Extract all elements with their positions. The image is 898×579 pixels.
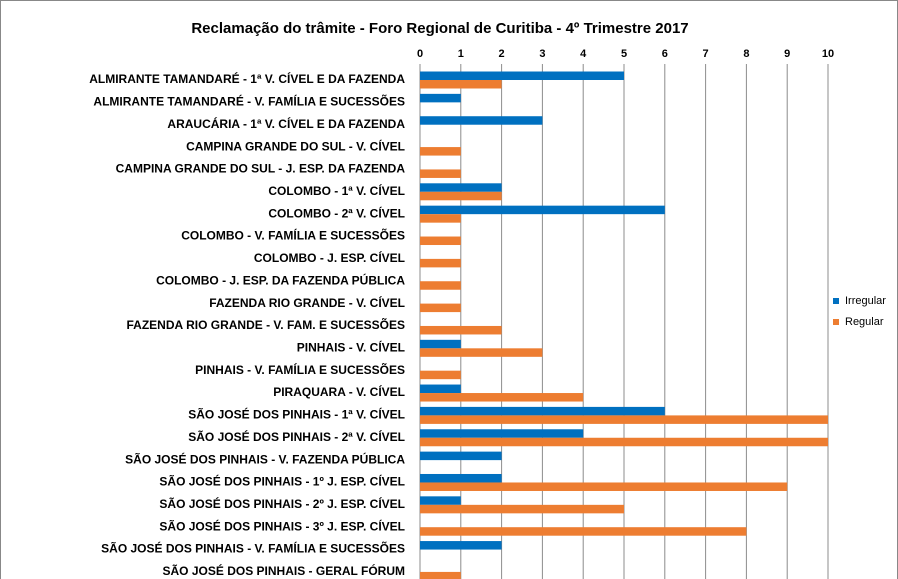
x-tick-label: 8 [743, 48, 749, 60]
x-tick-label: 0 [417, 48, 423, 60]
bar [420, 205, 665, 215]
bar [420, 80, 502, 89]
y-tick-label: PINHAIS - V. CÍVEL [297, 339, 405, 354]
bar [420, 541, 502, 550]
bar [420, 504, 624, 514]
y-tick-label: SÃO JOSÉ DOS PINHAIS - 2ª V. CÍVEL [188, 429, 405, 444]
bar [420, 116, 543, 125]
y-tick-label: CAMPINA GRANDE DO SUL - V. CÍVEL [186, 138, 405, 153]
y-tick-label: COLOMBO - J. ESP. DA FAZENDA PÚBLICA [156, 272, 405, 287]
y-tick-label: FAZENDA RIO GRANDE - V. FAM. E SUCESSÕES [127, 317, 405, 332]
y-tick-label: COLOMBO - 1ª V. CÍVEL [268, 183, 405, 198]
bar [420, 236, 461, 246]
x-tick-label: 6 [662, 48, 668, 60]
bar [420, 473, 502, 483]
bar [420, 482, 788, 491]
y-tick-label: FAZENDA RIO GRANDE - V. CÍVEL [209, 295, 405, 310]
x-tick-label: 3 [539, 48, 545, 60]
y-tick-label: COLOMBO - V. FAMÍLIA E SUCESSÕES [181, 228, 405, 243]
bar [420, 429, 584, 438]
y-tick-label: SÃO JOSÉ DOS PINHAIS - V. FAZENDA PÚBLIC… [125, 451, 405, 466]
y-tick-label: CAMPINA GRANDE DO SUL - J. ESP. DA FAZEN… [116, 162, 406, 176]
y-tick-label: SÃO JOSÉ DOS PINHAIS - 1ª V. CÍVEL [188, 407, 405, 422]
y-tick-label: COLOMBO - J. ESP. CÍVEL [254, 250, 405, 265]
bar [420, 93, 461, 103]
y-tick-label: ALMIRANTE TAMANDARÉ - 1ª V. CÍVEL E DA F… [89, 71, 405, 86]
x-tick-label: 1 [458, 48, 464, 60]
legend-label: Irregular [845, 295, 886, 307]
bar [420, 71, 624, 80]
bar [420, 451, 502, 461]
bar [420, 384, 461, 394]
bar [420, 571, 461, 579]
bar [420, 393, 584, 402]
y-tick-label: ARAUCÁRIA - 1ª V. CÍVEL E DA FAZENDA [167, 116, 405, 131]
x-tick-label: 5 [621, 48, 627, 60]
y-tick-label: SÃO JOSÉ DOS PINHAIS - V. FAMÍLIA E SUCE… [101, 541, 405, 556]
bar [420, 214, 461, 223]
bar [420, 370, 461, 380]
legend-swatch [833, 319, 839, 325]
bar [420, 258, 461, 268]
bar [420, 527, 747, 536]
y-tick-label: COLOMBO - 2ª V. CÍVEL [268, 205, 405, 220]
x-tick-label: 4 [580, 48, 587, 60]
x-tick-label: 2 [499, 48, 505, 60]
bar [420, 147, 461, 156]
bar [420, 496, 461, 505]
y-tick-label: SÃO JOSÉ DOS PINHAIS - 3º J. ESP. CÍVEL [159, 518, 405, 533]
bar [420, 281, 461, 290]
y-tick-label: SÃO JOSÉ DOS PINHAIS - 2º J. ESP. CÍVEL [159, 496, 405, 511]
y-tick-label: ALMIRANTE TAMANDARÉ - V. FAMÍLIA E SUCES… [93, 94, 405, 109]
x-tick-label: 10 [822, 48, 834, 60]
chart-title: Reclamação do trâmite - Foro Regional de… [191, 20, 688, 37]
bar [420, 339, 461, 349]
y-tick-label: PINHAIS - V. FAMÍLIA E SUCESSÕES [195, 362, 405, 377]
y-tick-label: SÃO JOSÉ DOS PINHAIS - GERAL FÓRUM [163, 563, 405, 578]
x-tick-label: 9 [784, 48, 790, 60]
bar [420, 406, 665, 416]
bar [420, 325, 502, 335]
bar [420, 183, 502, 192]
bar [420, 437, 828, 447]
bar [420, 415, 828, 424]
legend-swatch [833, 298, 839, 304]
bar [420, 303, 461, 313]
legend-label: Regular [845, 316, 884, 328]
bar [420, 348, 543, 357]
bar [420, 191, 502, 201]
y-tick-label: PIRAQUARA - V. CÍVEL [273, 384, 405, 399]
bar [420, 169, 461, 178]
y-tick-label: SÃO JOSÉ DOS PINHAIS - 1º J. ESP. CÍVEL [159, 474, 405, 489]
x-tick-label: 7 [703, 48, 709, 60]
